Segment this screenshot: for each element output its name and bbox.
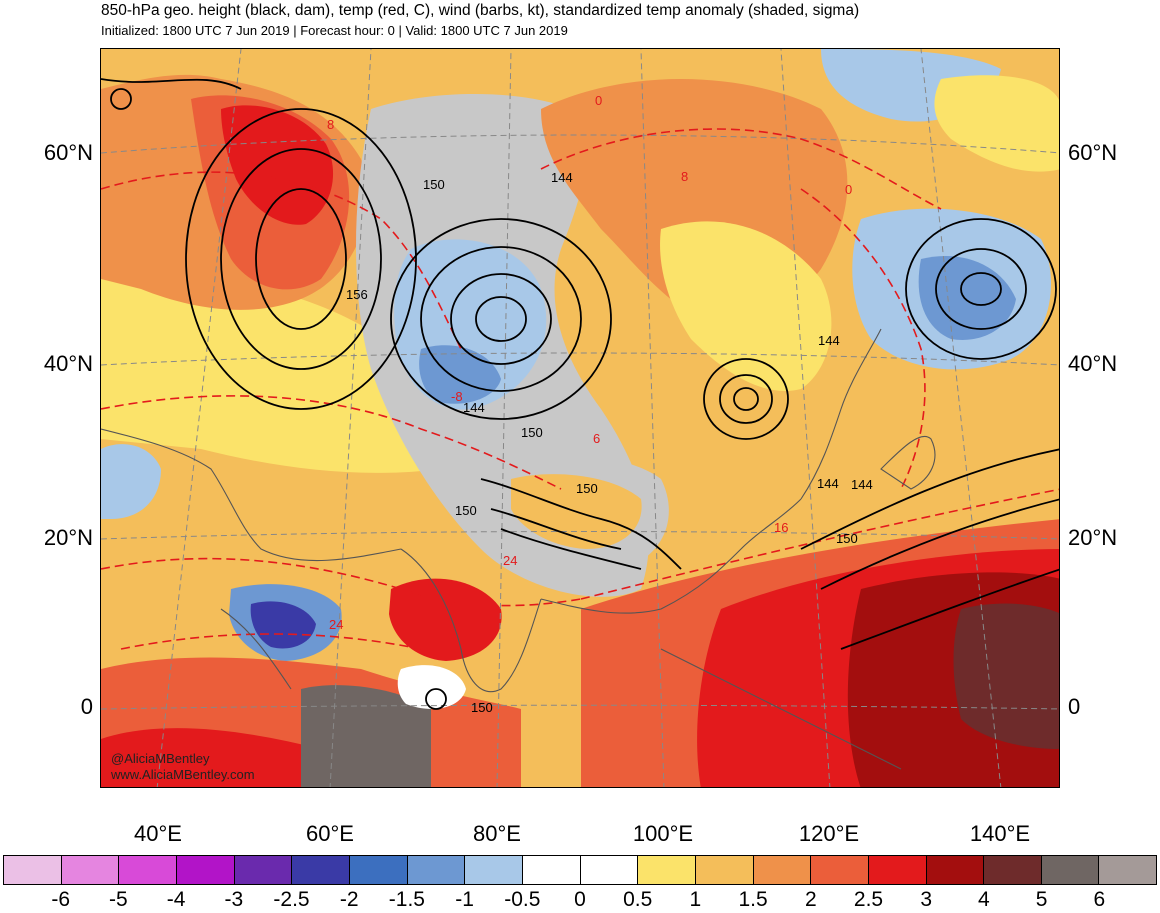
lon-label: 120°E: [798, 821, 860, 846]
colorbar-label: -2: [339, 888, 359, 911]
height-label: 144: [818, 333, 840, 348]
colorbar-swatch: [465, 856, 523, 884]
height-label: 144: [463, 400, 485, 415]
colorbar-label: -0.5: [504, 888, 541, 911]
coastlines: [101, 328, 936, 770]
colorbar-swatch: [1099, 856, 1157, 884]
colorbar-swatch: [984, 856, 1042, 884]
height-label: 144: [851, 477, 873, 492]
colorbar-swatch: [119, 856, 177, 884]
colorbar-label: 0: [574, 888, 586, 911]
height-label: 150: [423, 177, 445, 192]
anomaly-region-red-india: [389, 578, 502, 661]
colorbar-swatch: [868, 856, 927, 884]
colorbar-swatch: [234, 856, 293, 884]
map-title: 850-hPa geo. height (black, dam), temp (…: [101, 2, 860, 19]
colorbar-swatch: [407, 856, 466, 884]
lat-label-left: 60°N: [43, 140, 93, 165]
temperature-contour-labels: 0 8 0 8 -8 6 16 24 24: [327, 93, 852, 632]
anomaly-region-deep-red-south: [101, 728, 321, 787]
colorbar-swatch: [811, 856, 869, 884]
temperature-label: 0: [845, 182, 852, 197]
anomaly-region-mid-blue-northeast-asia: [918, 255, 1016, 340]
colorbar-swatch: [753, 856, 812, 884]
height-contours: [101, 78, 1059, 710]
height-label: 144: [817, 476, 839, 491]
temperature-label: 24: [503, 553, 517, 568]
colorbar-label: -2.5: [273, 888, 310, 911]
lon-label: 140°E: [969, 821, 1031, 846]
weather-map: 150 144 156 144 150 150 150 144 144 150 …: [100, 48, 1060, 788]
lat-label-right: 0: [1068, 694, 1081, 719]
anomaly-colorbar: [3, 855, 1157, 885]
colorbar-swatch: [580, 856, 639, 884]
colorbar-swatch: [176, 856, 235, 884]
height-label: 150: [576, 481, 598, 496]
colorbar-label: -6: [51, 888, 71, 911]
colorbar-label: 3: [920, 888, 933, 911]
colorbar-swatch: [638, 856, 696, 884]
credit-website: www.AliciaMBentley.com: [111, 767, 255, 782]
anomaly-region-brown-pacific: [953, 603, 1059, 749]
map-canvas: 150 144 156 144 150 150 150 144 144 150 …: [101, 49, 1059, 787]
anomaly-region-deep-red-europe: [221, 105, 334, 225]
colorbar-label: -1: [455, 888, 474, 911]
colorbar-swatch: [1041, 856, 1100, 884]
colorbar-label: 0.5: [623, 888, 653, 911]
temperature-label: 6: [593, 431, 600, 446]
height-label: 156: [346, 287, 368, 302]
colorbar-label: -3: [224, 888, 244, 911]
lon-label: 40°E: [134, 821, 182, 846]
colorbar-swatch: [292, 856, 350, 884]
colorbar-label: 6: [1093, 888, 1106, 911]
lat-label-left: 0: [80, 694, 93, 719]
anomaly-region-grey-indian-ocean: [301, 685, 431, 787]
height-label: 150: [455, 503, 477, 518]
colorbar-label: -5: [109, 888, 128, 911]
lon-label: 80°E: [473, 821, 521, 846]
temperature-contours: [101, 128, 1059, 650]
anomaly-region-white-patch: [397, 665, 466, 709]
colorbar-swatch: [926, 856, 985, 884]
height-label: 150: [836, 531, 858, 546]
colorbar-label: 5: [1035, 888, 1048, 911]
map-subtitle: Initialized: 1800 UTC 7 Jun 2019 | Forec…: [101, 23, 568, 38]
temperature-label: -8: [451, 389, 463, 404]
anomaly-region-dark-blue-arabia: [250, 601, 316, 649]
height-label: 150: [521, 425, 543, 440]
temperature-label: 8: [327, 117, 334, 132]
colorbar-label: -4: [166, 888, 186, 911]
anomaly-region-yellow-mongolia: [660, 221, 832, 391]
colorbar-label: 2.5: [853, 888, 884, 911]
colorbar-label: 1.5: [738, 888, 768, 911]
lat-label-right: 40°N: [1068, 351, 1118, 376]
height-label: 144: [551, 170, 573, 185]
temperature-label: 8: [681, 169, 688, 184]
anomaly-region-yellow-west: [101, 270, 441, 473]
temperature-label: 24: [329, 617, 343, 632]
lat-label-left: 40°N: [43, 351, 93, 376]
colorbar-swatch: [349, 856, 408, 884]
lat-label-right: 60°N: [1068, 140, 1118, 165]
colorbar-swatch: [695, 856, 754, 884]
colorbar-swatch: [522, 856, 581, 884]
graticule: [101, 49, 1059, 787]
anomaly-region-yellow-arctic-east: [934, 75, 1059, 172]
colorbar-label: 2: [804, 888, 817, 911]
lat-label-right: 20°N: [1068, 525, 1118, 550]
credit-handle: @AliciaMBentley: [111, 751, 210, 766]
colorbar-swatch: [4, 856, 62, 884]
colorbar-label: -1.5: [388, 888, 425, 911]
lat-label-left: 20°N: [43, 525, 93, 550]
colorbar-label: 4: [978, 888, 990, 911]
temperature-label: 0: [595, 93, 602, 108]
anomaly-region-blue-africa: [101, 444, 161, 519]
temperature-label: 16: [774, 520, 788, 535]
height-contour-labels: 150 144 156 144 150 150 150 144 144 150 …: [346, 170, 873, 715]
height-label: 150: [471, 700, 493, 715]
lon-label: 60°E: [306, 821, 354, 846]
lon-label: 100°E: [632, 821, 694, 846]
colorbar-swatch: [61, 856, 120, 884]
colorbar-label: 1: [689, 888, 702, 911]
